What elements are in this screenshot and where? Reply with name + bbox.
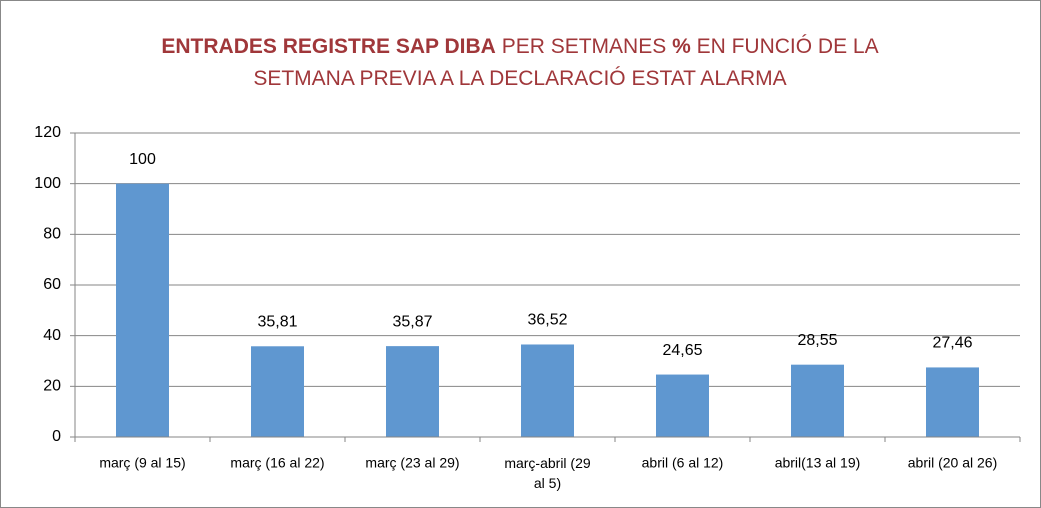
y-tick-label: 40 — [43, 327, 61, 344]
y-tick-label: 80 — [43, 226, 61, 243]
data-label: 35,87 — [392, 313, 432, 330]
bar — [656, 374, 709, 437]
y-tick-label: 120 — [34, 124, 61, 141]
bar — [386, 346, 439, 437]
bar — [926, 367, 979, 437]
title-part: SETMANA PREVIA A LA DECLARACIÓ ESTAT ALA… — [253, 67, 786, 90]
chart-title-line: ENTRADES REGISTRE SAP DIBA PER SETMANES … — [161, 35, 878, 58]
data-label: 27,46 — [932, 335, 972, 352]
y-tick-label: 20 — [43, 378, 61, 395]
bar — [791, 364, 844, 437]
title-part: ENTRADES REGISTRE SAP DIBA — [161, 35, 496, 58]
bar — [116, 183, 169, 437]
title-part: % — [672, 35, 691, 58]
data-label: 100 — [129, 151, 156, 168]
x-tick-label: març (23 al 29) — [365, 455, 459, 471]
data-label: 28,55 — [797, 332, 837, 349]
x-tick-label: març (16 al 22) — [230, 455, 324, 471]
data-label: 35,81 — [257, 314, 297, 331]
bar — [251, 346, 304, 437]
x-tick-label: març-abril (29 al 5) — [504, 455, 591, 491]
title-part: PER SETMANES — [496, 35, 672, 58]
data-label: 24,65 — [662, 342, 702, 359]
x-tick-label: abril (6 al 12) — [642, 455, 724, 471]
chart-title-line: SETMANA PREVIA A LA DECLARACIÓ ESTAT ALA… — [253, 67, 786, 90]
data-label: 36,52 — [527, 312, 567, 329]
y-tick-label: 0 — [52, 428, 61, 445]
y-tick-label: 60 — [43, 276, 61, 293]
x-tick-label: març (9 al 15) — [99, 455, 185, 471]
x-tick-label: abril(13 al 19) — [775, 455, 861, 471]
x-tick-label: abril (20 al 26) — [908, 455, 998, 471]
x-tick-label-line: març-abril (29 — [504, 455, 591, 471]
title-part: EN FUNCIÓ DE LA — [691, 35, 879, 58]
x-tick-label-line: al 5) — [534, 475, 561, 491]
y-tick-label: 100 — [34, 175, 61, 192]
bar — [521, 344, 574, 437]
